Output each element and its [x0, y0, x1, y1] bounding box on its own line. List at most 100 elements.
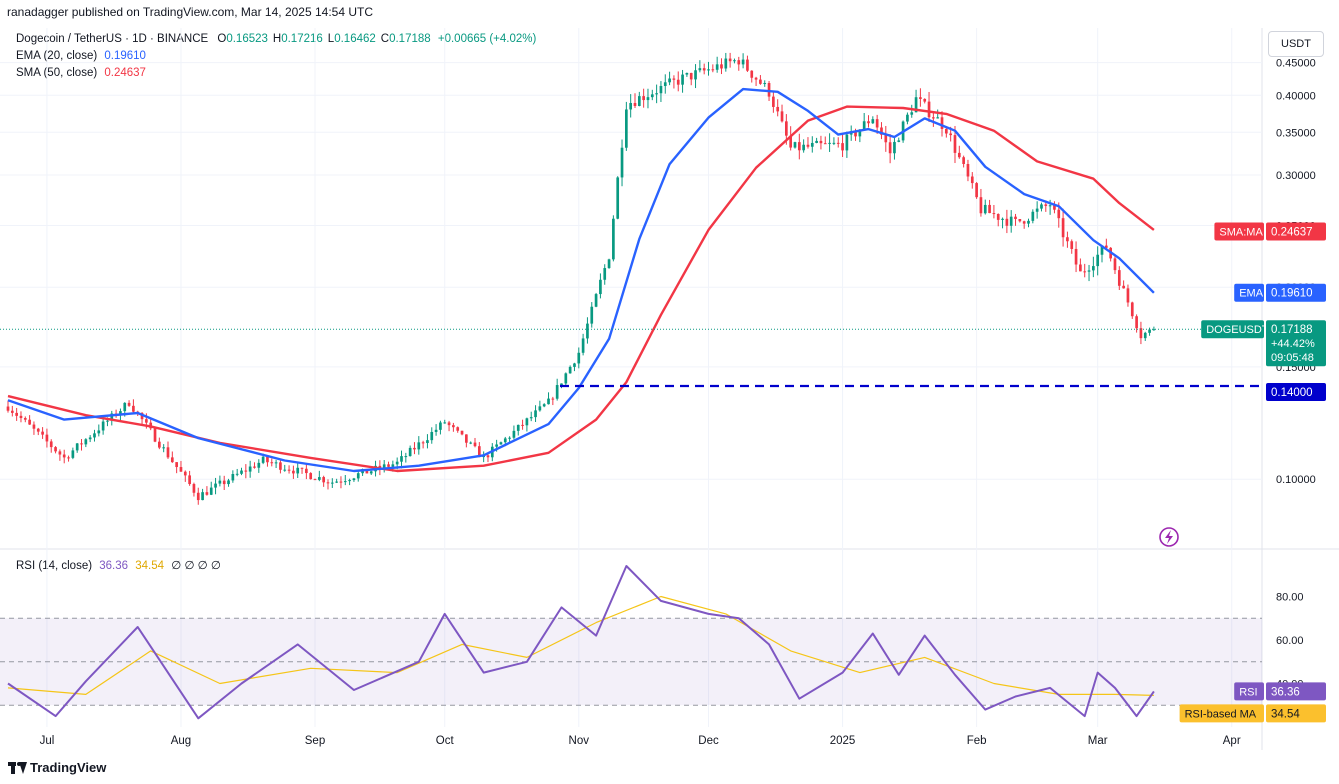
candle-body — [287, 469, 291, 471]
candle-body — [711, 69, 715, 71]
candle-body — [32, 424, 36, 429]
candle-body — [797, 142, 801, 151]
candle-body — [313, 479, 317, 481]
symbol-legend: Dogecoin / TetherUS · 1D · BINANCE O0.16… — [16, 33, 536, 45]
candle-body — [1100, 245, 1104, 255]
candle-body — [689, 72, 693, 80]
rsi-legend-label: RSI (14, close) — [16, 560, 93, 572]
candle-body — [1009, 216, 1013, 226]
candle-body — [936, 117, 940, 119]
candle-body — [1130, 302, 1134, 317]
candle-body — [352, 478, 356, 481]
candle-body — [681, 74, 684, 85]
candle-body — [940, 117, 944, 129]
candle-body — [828, 142, 831, 144]
candle-body — [854, 131, 857, 137]
candle-body — [897, 140, 901, 142]
candle-body — [382, 464, 386, 469]
candle-body — [529, 417, 533, 419]
candle-body — [992, 213, 996, 215]
candle-body — [6, 406, 10, 411]
candle-body — [733, 60, 736, 62]
y-tick-label: 0.45000 — [1276, 58, 1316, 70]
x-tick-label: Oct — [436, 735, 455, 747]
y-tick-label: 0.10000 — [1276, 474, 1316, 486]
candle-body — [300, 467, 304, 469]
candle-body — [676, 79, 680, 85]
candle-body — [970, 176, 974, 184]
x-tick-label: Sep — [305, 735, 325, 747]
candle-body — [443, 422, 447, 424]
candle-body — [49, 441, 53, 448]
support-badge-value: 0.14000 — [1271, 387, 1313, 399]
price-change: +0.00665 (+4.02%) — [437, 33, 537, 45]
candle-body — [365, 469, 369, 474]
candle-body — [270, 462, 274, 464]
x-tick-label: Mar — [1088, 735, 1108, 747]
ohlc-key-h: H — [272, 33, 282, 45]
candle-body — [521, 424, 524, 426]
candle-body — [836, 142, 840, 144]
candle-body — [862, 121, 866, 130]
candle-body — [477, 446, 481, 458]
lightning-icon[interactable] — [1159, 527, 1179, 547]
candle-body — [551, 398, 555, 400]
candle-body — [1152, 329, 1156, 331]
candle-body — [1040, 204, 1043, 209]
candle-body — [1083, 271, 1087, 273]
candle-body — [845, 134, 849, 151]
rsi-ma-line — [7, 595, 1154, 696]
candle-body — [1117, 270, 1121, 286]
candle-body — [292, 470, 295, 474]
candle-body — [465, 434, 468, 443]
ohlc-key-o: O — [217, 33, 227, 45]
candle-body — [1143, 332, 1147, 339]
candle-body — [240, 470, 243, 474]
candle-body — [23, 418, 27, 420]
candle-body — [1104, 245, 1108, 248]
candle-body — [884, 134, 888, 143]
candle-body — [244, 470, 248, 472]
candle-body — [906, 114, 909, 122]
candle-body — [988, 204, 991, 214]
candle-body — [620, 147, 624, 178]
candle-body — [867, 121, 870, 124]
candle-body — [305, 468, 308, 474]
candle-body — [10, 410, 14, 413]
candle-body — [880, 127, 883, 135]
candle-body — [261, 456, 265, 463]
candle-body — [555, 385, 559, 399]
candle-body — [153, 428, 157, 442]
candle-body — [1057, 209, 1061, 219]
candle-body — [1048, 205, 1052, 207]
candle-body — [754, 77, 758, 80]
candle-body — [737, 60, 741, 65]
ohlc-value-h: 0.17216 — [281, 33, 323, 45]
candle-body — [1005, 218, 1009, 226]
sma-badge-tag — [1214, 222, 1264, 241]
candle-body — [966, 164, 970, 177]
candle-body — [231, 473, 235, 481]
candle-body — [97, 430, 101, 434]
candle-body — [516, 424, 520, 431]
candle-body — [499, 442, 503, 445]
currency-unit-button[interactable]: USDT — [1268, 31, 1324, 57]
candle-body — [564, 373, 568, 384]
footer-brand: TradingView — [8, 760, 106, 775]
candle-body — [715, 64, 719, 70]
sma-legend: SMA (50, close) 0.24637 — [16, 67, 146, 79]
candle-body — [343, 481, 347, 483]
ohlc-value-o: 0.16523 — [226, 33, 268, 45]
candle-body — [473, 442, 477, 447]
rsi-line — [7, 565, 1155, 720]
candle-body — [650, 94, 654, 98]
candle-body — [603, 268, 607, 280]
candle-body — [1070, 241, 1074, 249]
price-badge-tag-label: DOGEUSDT — [1206, 324, 1269, 336]
candle-body — [335, 481, 338, 483]
candle-body — [944, 128, 948, 134]
candle-body — [15, 412, 18, 416]
candle-body — [283, 469, 287, 471]
candle-body — [257, 462, 261, 468]
